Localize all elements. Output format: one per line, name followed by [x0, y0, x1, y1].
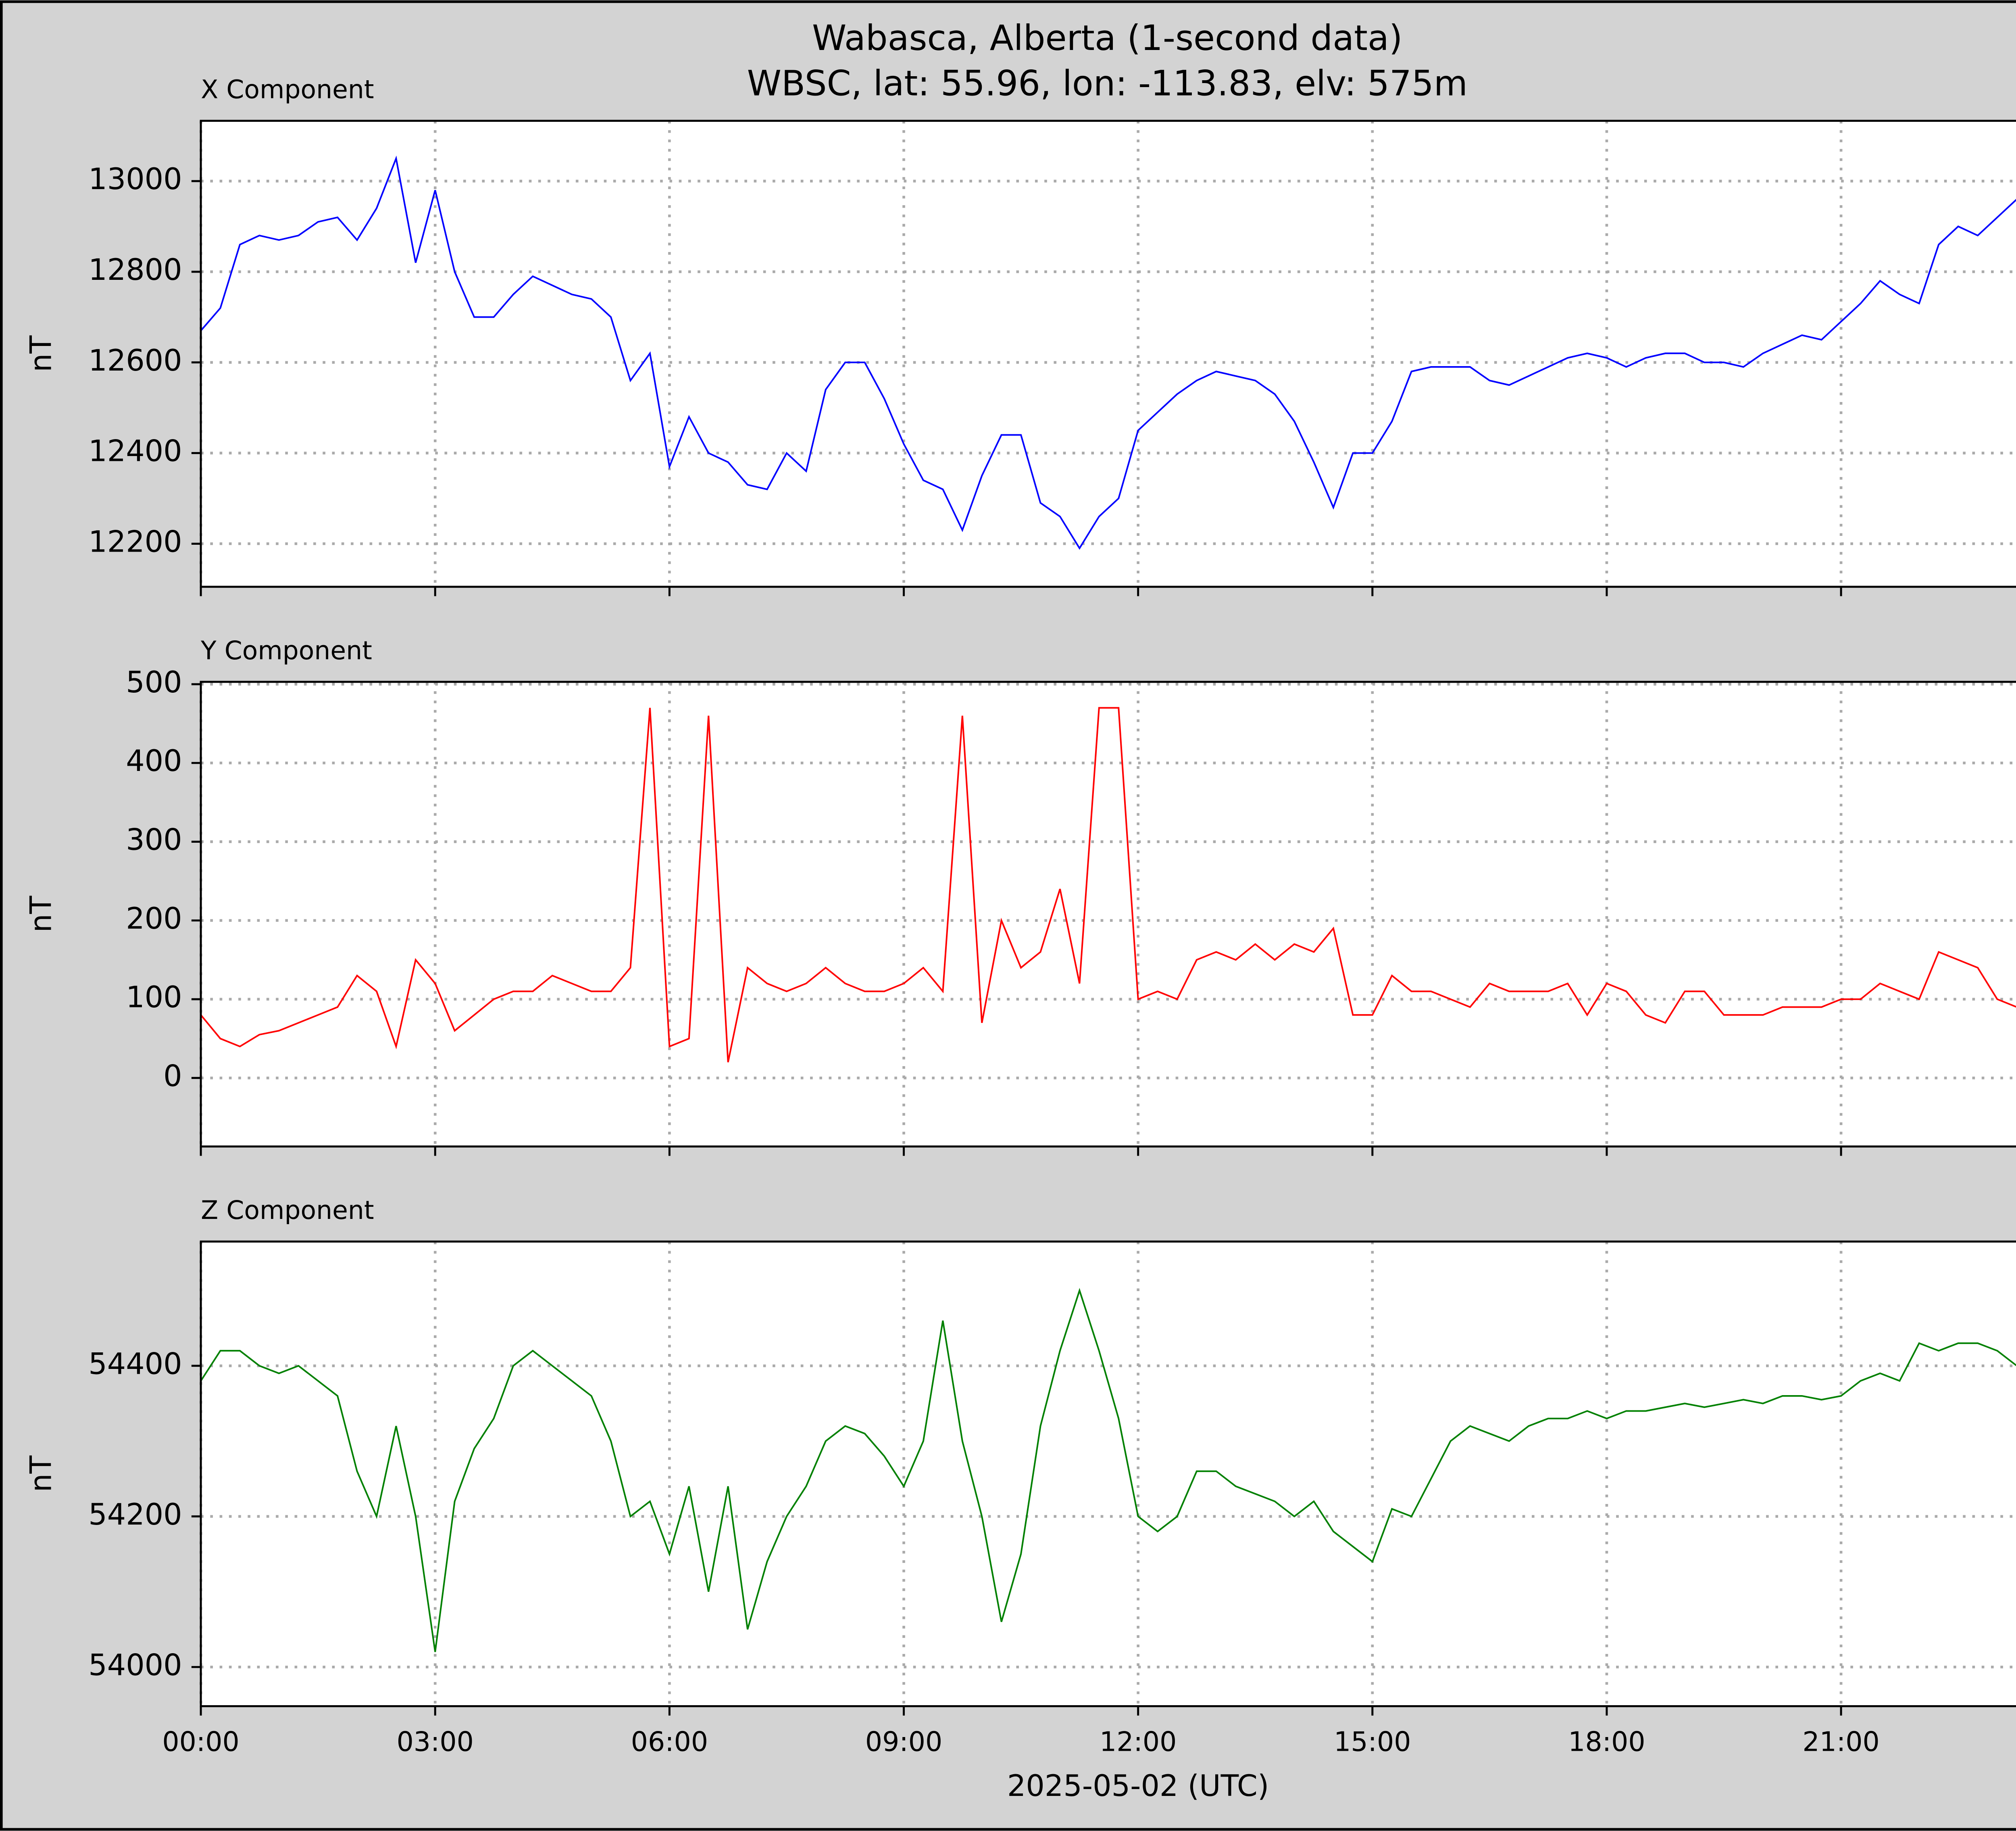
y-tick-label: 12200	[88, 525, 182, 559]
figure-subtitle: WBSC, lat: 55.96, lon: -113.83, elv: 575…	[747, 64, 1468, 104]
y-tick-label: 12400	[88, 434, 182, 469]
y-axis-label: nT	[24, 335, 58, 372]
y-tick-label: 100	[126, 980, 182, 1014]
x-tick-label: 03:00	[397, 1726, 474, 1757]
y-tick-label: 13000	[88, 162, 182, 196]
x-tick-label: 18:00	[1568, 1726, 1645, 1757]
data-line	[200, 1288, 2016, 1652]
data-line	[200, 155, 2016, 550]
figure-title: Wabasca, Alberta (1-second data)	[812, 18, 1403, 58]
x-tick-label: 06:00	[631, 1726, 708, 1757]
panel-title: Z Component	[201, 1195, 374, 1225]
y-axis-label: nT	[24, 1455, 58, 1492]
x-tick-label: 21:00	[1802, 1726, 1879, 1757]
plot-area	[201, 682, 2016, 1147]
y-tick-label: 400	[126, 744, 182, 778]
x-axis-label: 2025-05-02 (UTC)	[1007, 1769, 1269, 1803]
x-tick-label: 09:00	[865, 1726, 942, 1757]
plot-frame	[200, 681, 2016, 1148]
y-axis-label: nT	[24, 896, 58, 932]
panel-title: Y Component	[200, 635, 372, 665]
y-tick-label: 54200	[88, 1498, 182, 1532]
x-tick-label: 12:00	[1100, 1726, 1177, 1757]
y-tick-label: 0	[163, 1059, 182, 1093]
y-tick-label: 54000	[88, 1648, 182, 1682]
data-line	[200, 707, 2016, 1062]
y-tick-label: 12600	[88, 344, 182, 378]
y-tick-label: 200	[126, 902, 182, 936]
y-tick-label: 300	[126, 823, 182, 857]
y-tick-label: 54400	[88, 1347, 182, 1381]
plot-frame	[200, 1240, 2016, 1707]
plot-area	[201, 1241, 2016, 1706]
plot-area	[201, 121, 2016, 587]
panel-title: X Component	[201, 75, 374, 104]
x-tick-label: 00:00	[162, 1726, 239, 1757]
y-tick-label: 500	[126, 665, 182, 700]
y-tick-label: 12800	[88, 253, 182, 287]
plot-frame	[200, 120, 2016, 588]
x-tick-label: 15:00	[1334, 1726, 1411, 1757]
